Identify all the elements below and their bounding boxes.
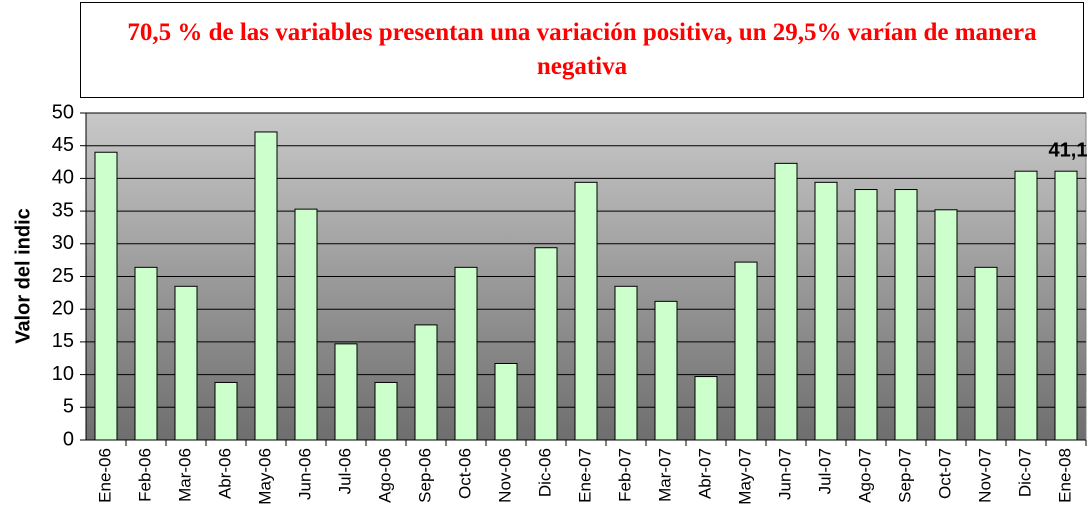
bar	[214, 381, 238, 441]
x-tick-label: Feb-06	[135, 448, 154, 502]
x-tick-label: Mar-07	[655, 448, 674, 502]
y-tick-label: 15	[52, 330, 74, 352]
x-tick-label: Ene-08	[1055, 448, 1074, 503]
x-tick-label: Jun-07	[775, 448, 794, 500]
x-tick-label: Sep-07	[895, 448, 914, 503]
x-tick-label: Mar-06	[175, 448, 194, 502]
bar	[974, 266, 998, 441]
x-tick-label: Ene-06	[95, 448, 114, 503]
bar	[334, 343, 358, 441]
x-tick-label: May-07	[735, 448, 754, 505]
bar	[1054, 170, 1078, 441]
x-tick-label: Dic-06	[535, 448, 554, 497]
x-tick-label: Nov-06	[495, 448, 514, 503]
x-tick-label: Ago-07	[855, 448, 874, 503]
x-tick-label: Nov-07	[975, 448, 994, 503]
bar	[174, 285, 198, 441]
x-tick-label: Feb-07	[615, 448, 634, 502]
bar	[134, 266, 158, 441]
x-tick-label: Jul-06	[335, 448, 354, 494]
bar	[694, 376, 718, 441]
bar	[494, 362, 518, 441]
x-tick-label: Ene-07	[575, 448, 594, 503]
y-tick-label: 10	[52, 363, 74, 385]
x-tick-label: Jul-07	[815, 448, 834, 494]
bar	[414, 324, 438, 441]
chart-title: 70,5 % de las variables presentan una va…	[80, 2, 1084, 98]
bar	[854, 189, 878, 441]
x-tick-label: Jun-06	[295, 448, 314, 500]
y-axis-title: Valor del indic	[12, 208, 34, 344]
x-tick-label: Ago-06	[375, 448, 394, 503]
x-tick-label: Oct-06	[455, 448, 474, 499]
y-tick-label: 45	[52, 134, 74, 156]
bar	[94, 151, 118, 441]
x-tick-label: Abr-07	[695, 448, 714, 499]
x-tick-label: Abr-06	[215, 448, 234, 499]
y-tick-label: 5	[63, 396, 74, 418]
x-tick-label: Oct-07	[935, 448, 954, 499]
y-tick-label: 35	[52, 199, 74, 221]
y-tick-label: 30	[52, 232, 74, 254]
bar	[574, 181, 598, 441]
y-tick-label: 25	[52, 265, 74, 287]
bar	[894, 189, 918, 441]
y-tick-label: 40	[52, 167, 74, 189]
bar	[734, 261, 758, 441]
bar	[294, 208, 318, 441]
data-label: 41,1	[1049, 139, 1088, 161]
bar	[454, 266, 478, 441]
bar	[654, 300, 678, 441]
x-tick-label: May-06	[255, 448, 274, 505]
bar	[934, 209, 958, 441]
x-tick-label: Sep-06	[415, 448, 434, 503]
y-tick-label: 20	[52, 297, 74, 319]
bar	[1014, 170, 1038, 441]
bar	[534, 247, 558, 441]
y-tick-label: 0	[63, 428, 74, 450]
y-tick-label: 50	[52, 101, 74, 123]
bar	[774, 162, 798, 441]
bar	[614, 285, 638, 441]
bar	[814, 181, 838, 441]
bar	[374, 381, 398, 441]
x-tick-label: Dic-07	[1015, 448, 1034, 497]
bar	[254, 131, 278, 441]
